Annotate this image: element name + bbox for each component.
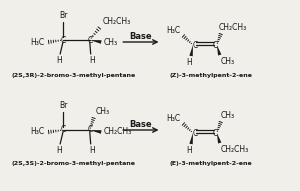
Polygon shape (217, 133, 221, 143)
Text: H: H (186, 146, 192, 155)
Polygon shape (189, 45, 193, 56)
Text: C: C (87, 125, 92, 134)
Text: C: C (192, 129, 197, 138)
Text: (E)-3-methylpent-2-ene: (E)-3-methylpent-2-ene (170, 160, 253, 165)
Text: (Z)-3-methylpent-2-ene: (Z)-3-methylpent-2-ene (169, 73, 253, 78)
Polygon shape (189, 133, 193, 144)
Text: C: C (87, 36, 92, 45)
Text: C: C (60, 36, 66, 45)
Polygon shape (217, 45, 221, 56)
Text: H₃C: H₃C (167, 114, 181, 123)
Text: H₃C: H₃C (167, 26, 181, 35)
Text: H: H (186, 58, 192, 67)
Polygon shape (90, 130, 101, 134)
Text: C: C (60, 125, 66, 134)
Text: H₃C: H₃C (31, 128, 45, 137)
Text: Base: Base (129, 32, 152, 40)
Text: CH₂CH₃: CH₂CH₃ (103, 128, 131, 137)
Text: CH₂CH₃: CH₂CH₃ (221, 145, 249, 154)
Text: CH₃: CH₃ (95, 107, 110, 116)
Text: H: H (89, 146, 94, 155)
Text: CH₃: CH₃ (221, 57, 235, 66)
Text: H: H (56, 146, 62, 155)
Text: (2S,3S)-2-bromo-3-methyl-pentane: (2S,3S)-2-bromo-3-methyl-pentane (11, 160, 136, 165)
Polygon shape (90, 40, 101, 44)
Text: Br: Br (59, 101, 67, 110)
Text: H: H (56, 56, 62, 65)
Text: (2S,3R)-2-bromo-3-methyl-pentane: (2S,3R)-2-bromo-3-methyl-pentane (11, 73, 136, 78)
Text: C: C (192, 40, 197, 49)
Text: Br: Br (59, 11, 67, 20)
Text: C: C (212, 40, 217, 49)
Text: CH₃: CH₃ (103, 37, 117, 46)
Text: C: C (212, 129, 217, 138)
Text: CH₂CH₃: CH₂CH₃ (219, 23, 247, 32)
Text: Base: Base (129, 120, 152, 129)
Text: H: H (89, 56, 94, 65)
Text: CH₂CH₃: CH₂CH₃ (102, 17, 130, 26)
Text: CH₃: CH₃ (221, 111, 235, 120)
Text: H₃C: H₃C (31, 37, 45, 46)
